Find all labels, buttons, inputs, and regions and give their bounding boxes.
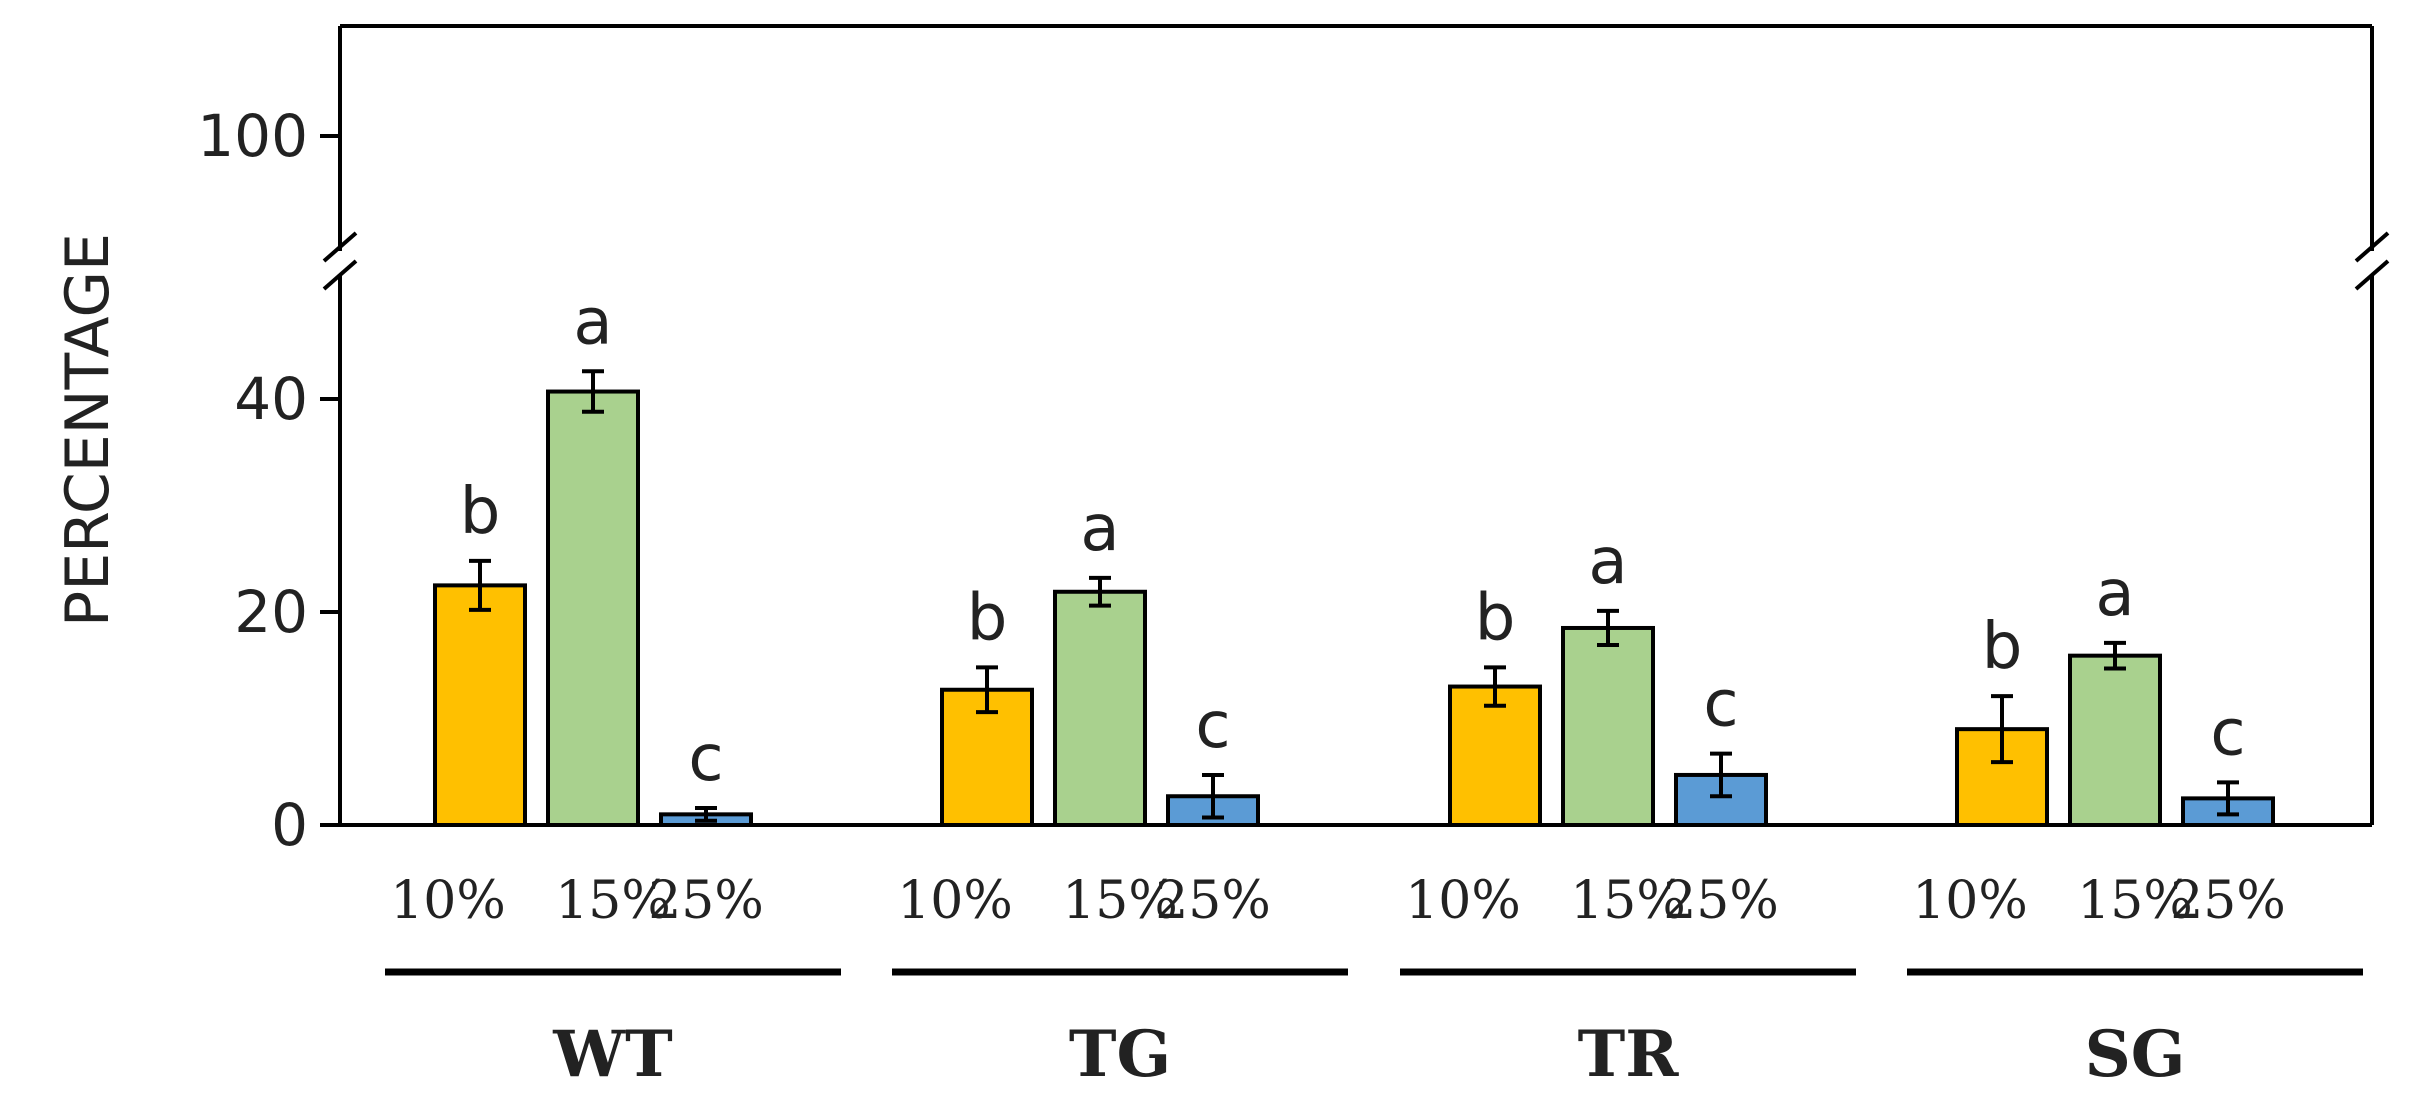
category-label-tg-0: 10% [897, 871, 1013, 931]
significance-letter-sg-0: b [1982, 610, 2023, 684]
significance-letter-sg-1: a [2095, 557, 2134, 631]
y-tick-label-40: 40 [234, 365, 308, 433]
category-label-wt-0: 10% [390, 871, 506, 931]
category-label-sg-0: 10% [1912, 871, 2028, 931]
significance-letter-tg-1: a [1080, 492, 1119, 566]
significance-letter-tg-0: b [967, 581, 1008, 655]
significance-letter-tr-0: b [1475, 581, 1516, 655]
category-label-tg-2: 25% [1155, 871, 1271, 931]
category-label-tr-0: 10% [1405, 871, 1521, 931]
axis-break-mark-right-2 [2354, 259, 2390, 291]
axis-break-mark-left-1 [322, 231, 358, 263]
bar-tg-1 [1053, 589, 1147, 828]
significance-letter-wt-1: a [573, 285, 612, 359]
significance-letter-wt-2: c [688, 722, 723, 796]
category-label-wt-2: 25% [648, 871, 764, 931]
category-label-tr-1: 15% [1570, 871, 1686, 931]
category-label-sg-2: 25% [2170, 871, 2286, 931]
group-label-wt: WT [552, 1017, 673, 1092]
category-label-wt-1: 15% [555, 871, 671, 931]
significance-letter-sg-2: c [2210, 696, 2245, 770]
bar-tr-1 [1561, 625, 1655, 827]
bar-wt-1 [546, 389, 640, 827]
y-tick-label-20: 20 [234, 578, 308, 646]
bar-sg-1 [2068, 653, 2162, 827]
significance-letter-tr-2: c [1703, 668, 1738, 742]
group-label-tg: TG [1069, 1017, 1171, 1092]
axis-break-mark-right-1 [2354, 231, 2390, 263]
group-label-sg: SG [2085, 1017, 2186, 1092]
significance-letter-wt-0: b [460, 475, 501, 549]
significance-letter-tr-1: a [1588, 525, 1627, 599]
y-tick-label-0: 0 [271, 791, 308, 859]
y-tick-label-100: 100 [197, 102, 308, 170]
category-label-sg-1: 15% [2077, 871, 2193, 931]
bar-wt-0 [433, 583, 527, 827]
category-label-tr-2: 25% [1663, 871, 1779, 931]
category-label-tg-1: 15% [1062, 871, 1178, 931]
significance-letter-tg-2: c [1195, 689, 1230, 763]
group-label-tr: TR [1578, 1017, 1680, 1092]
bar-tr-0 [1448, 684, 1542, 827]
y-axis-title: PERCENTAGE [53, 233, 123, 627]
axis-break-mark-left-2 [322, 259, 358, 291]
